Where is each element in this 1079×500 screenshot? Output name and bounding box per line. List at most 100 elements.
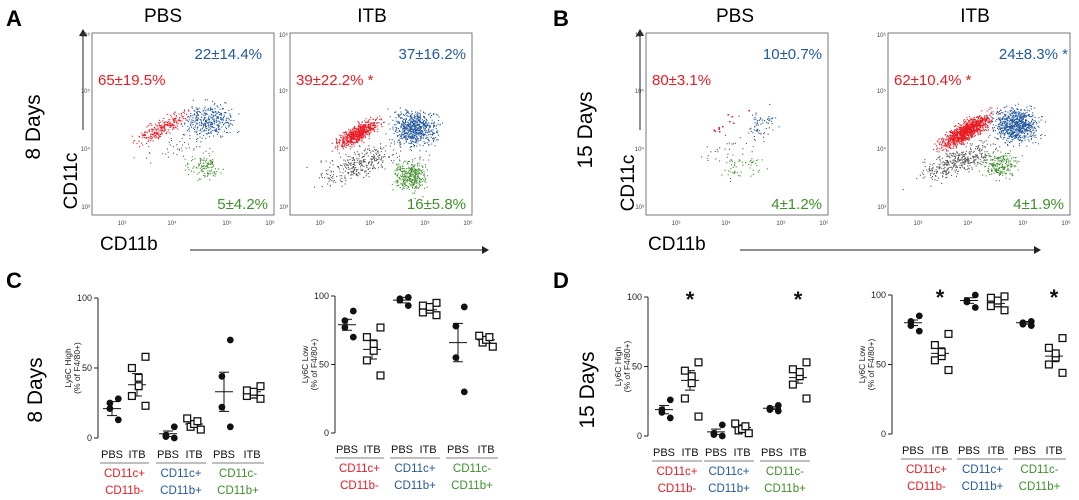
flow-event-dot (349, 159, 351, 161)
flow-event-dot (1010, 173, 1012, 175)
flow-event-dot (414, 117, 416, 119)
flow-event-dot (147, 125, 149, 127)
flow-event-dot (749, 160, 751, 162)
flow-event-dot (961, 164, 963, 166)
flow-event-dot (954, 163, 956, 165)
flow-event-dot (228, 118, 230, 120)
flow-event-dot (370, 127, 372, 129)
flow-event-dot (403, 124, 405, 126)
flow-event-dot (984, 124, 986, 126)
flow-event-dot (216, 117, 218, 119)
flow-event-dot (961, 131, 963, 133)
flow-event-dot (349, 134, 351, 136)
flow-event-dot (413, 116, 415, 118)
flow-ytick: 10⁵ (635, 88, 645, 95)
flow-event-dot (742, 164, 744, 166)
flow-event-dot (205, 130, 207, 132)
flow-event-dot (346, 142, 348, 144)
flow-event-dot (131, 135, 133, 137)
flow-event-dot (998, 166, 1000, 168)
flow-event-dot (752, 160, 754, 162)
flow-event-dot (345, 145, 347, 147)
flow-event-dot (419, 118, 421, 120)
flow-event-dot (332, 177, 334, 179)
flow-event-dot (186, 113, 188, 115)
flow-event-dot (728, 142, 730, 144)
flow-event-dot (930, 174, 932, 176)
flow-event-dot (962, 131, 964, 133)
flow-event-dot (356, 173, 358, 175)
flow-event-dot (356, 151, 358, 153)
flow-event-dot (382, 161, 384, 163)
flow-event-dot (403, 131, 405, 133)
flow-event-dot (973, 129, 975, 131)
flow-event-dot (947, 143, 949, 145)
flow-event-dot (402, 176, 404, 178)
flow-event-dot (945, 171, 947, 173)
flow-event-dot (957, 129, 959, 131)
flow-event-dot (937, 147, 939, 149)
flow-event-dot (756, 130, 758, 132)
flow-event-dot (205, 125, 207, 127)
flow-event-dot (343, 136, 345, 138)
flow-event-dot (724, 148, 726, 150)
flow-event-dot (373, 121, 375, 123)
flow-event-dot (188, 119, 190, 121)
flow-event-dot (356, 134, 358, 136)
flow-event-dot (416, 117, 418, 119)
flow-event-dot (407, 138, 409, 140)
flow-event-dot (204, 99, 206, 101)
flow-event-dot (359, 133, 361, 135)
flow-event-dot (738, 174, 740, 176)
flow-event-dot (217, 111, 219, 113)
flow-event-dot (352, 171, 354, 173)
flow-event-dot (403, 168, 405, 170)
flow-event-dot (1003, 171, 1005, 173)
flow-event-dot (368, 172, 370, 174)
flow-event-dot (414, 168, 416, 170)
flow-event-dot (335, 146, 337, 148)
flow-event-dot (413, 128, 415, 130)
flow-event-dot (1014, 160, 1016, 162)
flow-event-dot (414, 122, 416, 124)
flow-event-dot (210, 171, 212, 173)
flow-event-dot (988, 118, 990, 120)
flow-event-dot (408, 172, 410, 174)
flow-event-dot (964, 135, 966, 137)
flow-event-dot (404, 126, 406, 128)
flow-event-dot (420, 137, 422, 139)
flow-event-dot (367, 121, 369, 123)
flow-event-dot (932, 164, 934, 166)
flow-event-dot (359, 136, 361, 138)
flow-event-dot (975, 124, 977, 126)
flow-event-dot (950, 155, 952, 157)
flow-event-dot (229, 119, 231, 121)
flow-event-dot (357, 128, 359, 130)
flow-event-dot (1009, 155, 1011, 157)
flow-event-dot (765, 127, 767, 129)
flow-event-dot (151, 128, 153, 130)
flow-event-dot (938, 151, 940, 153)
flow-event-dot (355, 138, 357, 140)
flow-event-dot (399, 176, 401, 178)
flow-event-dot (181, 120, 183, 122)
flow-event-dot (416, 172, 418, 174)
flow-event-dot (139, 136, 141, 138)
flow-event-dot (417, 128, 419, 130)
flow-event-dot (967, 162, 969, 164)
flow-event-dot (169, 122, 171, 124)
flow-event-dot (993, 172, 995, 174)
flow-event-dot (960, 136, 962, 138)
flow-event-dot (210, 169, 212, 171)
flow-event-dot (392, 162, 394, 164)
flow-event-dot (422, 123, 424, 125)
flow-event-dot (429, 126, 431, 128)
flow-event-dot (419, 157, 421, 159)
flow-event-dot (361, 121, 363, 123)
flow-event-dot (414, 187, 416, 189)
flow-event-dot (768, 116, 770, 118)
flow-event-dot (420, 126, 422, 128)
flow-event-dot (351, 157, 353, 159)
flow-event-dot (980, 122, 982, 124)
flow-event-dot (984, 120, 986, 122)
